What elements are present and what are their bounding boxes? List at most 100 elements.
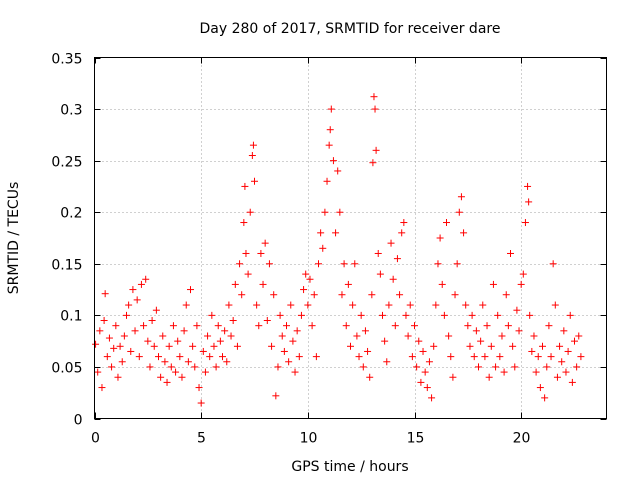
data-point	[389, 275, 397, 283]
data-point	[92, 340, 100, 348]
data-point	[402, 311, 410, 319]
data-point	[204, 332, 212, 340]
data-point	[137, 280, 145, 288]
data-point	[525, 198, 533, 206]
data-point	[238, 291, 246, 299]
data-point	[553, 373, 561, 381]
data-point	[539, 342, 546, 350]
data-point	[468, 311, 476, 319]
data-point	[135, 353, 143, 361]
data-point	[334, 167, 342, 175]
data-point	[417, 378, 425, 386]
data-point	[300, 286, 308, 294]
data-point	[432, 301, 440, 309]
y-tick-label: 0.35	[51, 52, 82, 68]
data-point	[460, 229, 468, 237]
data-point	[445, 332, 453, 340]
data-point	[430, 342, 438, 350]
data-point	[201, 368, 209, 376]
data-point	[440, 311, 448, 319]
data-point	[118, 358, 126, 366]
data-point	[509, 342, 517, 350]
data-point	[434, 260, 442, 268]
data-point	[125, 301, 133, 309]
plot-frame	[94, 57, 607, 419]
data-point	[114, 373, 122, 381]
data-point	[96, 327, 104, 335]
data-point	[127, 347, 135, 355]
data-point	[381, 337, 389, 345]
data-point	[152, 306, 160, 314]
data-point	[249, 141, 257, 149]
data-point	[528, 347, 536, 355]
data-point	[105, 334, 113, 342]
data-point	[189, 342, 197, 350]
data-point	[470, 353, 478, 361]
data-point	[507, 249, 514, 257]
data-point	[108, 363, 116, 371]
data-point	[487, 342, 495, 350]
data-point	[369, 159, 377, 167]
data-point	[157, 373, 165, 381]
data-point	[425, 358, 433, 366]
data-point	[297, 311, 305, 319]
data-point	[193, 322, 201, 330]
data-point	[293, 327, 301, 335]
data-point	[270, 291, 278, 299]
data-point	[214, 322, 222, 330]
data-point	[312, 353, 320, 361]
data-point	[280, 347, 288, 355]
x-tick-label: 0	[91, 431, 100, 447]
data-point	[336, 208, 344, 216]
data-point	[278, 332, 286, 340]
data-point	[103, 353, 111, 361]
data-point	[577, 353, 585, 361]
data-point	[276, 311, 284, 319]
data-point	[398, 229, 406, 237]
data-point	[566, 311, 574, 319]
data-point	[274, 363, 282, 371]
data-point	[159, 332, 167, 340]
data-point	[500, 368, 508, 376]
data-point	[411, 322, 418, 330]
y-tick-label: 0.2	[60, 206, 82, 222]
data-point	[492, 363, 500, 371]
data-point	[167, 363, 175, 371]
data-point	[191, 363, 199, 371]
data-point	[511, 363, 519, 371]
data-point	[302, 270, 310, 278]
data-point	[545, 322, 553, 330]
data-point	[396, 291, 404, 299]
data-point	[457, 193, 465, 201]
data-point	[379, 311, 386, 319]
data-points	[92, 93, 585, 407]
x-tick-label: 5	[197, 431, 206, 447]
data-point	[372, 146, 380, 154]
data-point	[199, 347, 207, 355]
data-point	[415, 337, 423, 345]
data-point	[306, 275, 314, 283]
data-point	[371, 105, 379, 113]
x-tick-label: 15	[407, 431, 425, 447]
data-point	[423, 384, 431, 392]
data-point	[404, 332, 412, 340]
data-point	[400, 219, 408, 227]
y-axis-ticks: 0 0.05 0.1 0.15 0.2 0.25 0.3 0.35	[51, 52, 607, 429]
data-point	[475, 363, 482, 371]
data-point	[178, 373, 186, 381]
y-tick-label: 0.3	[60, 103, 82, 119]
data-point	[562, 368, 570, 376]
data-point	[317, 229, 325, 237]
data-point	[221, 327, 229, 335]
data-point	[187, 286, 194, 294]
data-point	[323, 177, 331, 185]
y-tick-label: 0.15	[51, 258, 82, 274]
data-point	[374, 249, 382, 257]
data-point	[551, 301, 559, 309]
data-point	[502, 291, 510, 299]
data-point	[393, 255, 401, 263]
data-point	[515, 327, 523, 335]
data-point	[227, 332, 235, 340]
data-point	[472, 327, 480, 335]
